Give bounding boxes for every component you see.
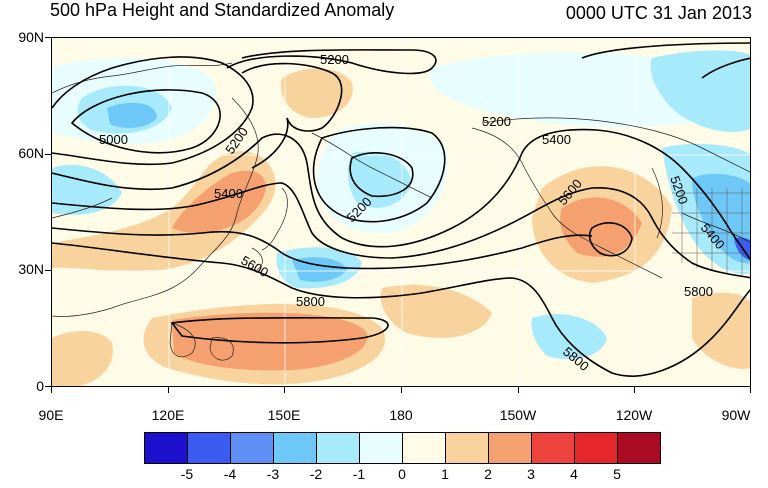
colorbar-swatch xyxy=(402,432,446,464)
colorbar-swatch xyxy=(273,432,317,464)
colorbar-swatch xyxy=(488,432,532,464)
contour-label: 5200 xyxy=(482,114,511,129)
lon-tick xyxy=(284,387,285,393)
lat-label: 60N xyxy=(18,145,44,161)
lat-tick xyxy=(45,270,51,271)
anomaly-positive-region xyxy=(172,170,266,233)
colorbar-swatch xyxy=(617,432,661,464)
lon-label: 180 xyxy=(389,407,413,423)
contour-label: 5400 xyxy=(214,186,243,201)
colorbar xyxy=(144,432,661,466)
anomaly-positive-region xyxy=(380,284,492,338)
lon-tick xyxy=(634,387,635,393)
colorbar-label: -3 xyxy=(266,466,280,482)
lon-label: 90W xyxy=(721,407,751,423)
contour-label: 5000 xyxy=(99,132,128,147)
colorbar-swatch xyxy=(187,432,231,464)
colorbar-label: -1 xyxy=(352,466,366,482)
anomaly-positive-region xyxy=(692,292,750,369)
anomaly-negative-region xyxy=(650,50,750,132)
lon-tick xyxy=(518,387,519,393)
colorbar-swatch xyxy=(316,432,360,464)
coastlines xyxy=(52,62,750,361)
map-panel: 5000 5200 5200 5200 5200 5200 5400 5400 … xyxy=(51,37,751,387)
lon-tick xyxy=(51,387,52,393)
colorbar-label: 1 xyxy=(441,466,449,482)
colorbar-label: 3 xyxy=(527,466,535,482)
anomaly-negative-region xyxy=(292,257,347,282)
colorbar-swatch xyxy=(531,432,575,464)
anomaly-positive-region xyxy=(52,331,113,386)
anomaly-negative-region xyxy=(107,102,157,128)
colorbar-label: -4 xyxy=(223,466,237,482)
colorbar-swatch xyxy=(445,432,489,464)
anomaly-positive-region xyxy=(172,312,368,371)
lon-label: 120E xyxy=(151,407,185,423)
lon-label: 150W xyxy=(499,407,537,423)
colorbar-swatch xyxy=(574,432,618,464)
anomaly-positive-region xyxy=(281,68,353,118)
colorbar-swatch xyxy=(230,432,274,464)
anomaly-negative-region xyxy=(531,314,607,359)
colorbar-label: 2 xyxy=(484,466,492,482)
lon-label: 90E xyxy=(38,407,64,423)
contour-label: 5800 xyxy=(684,284,713,299)
colorbar-label: -2 xyxy=(309,466,323,482)
lat-tick xyxy=(45,37,51,38)
height-contours xyxy=(52,42,750,377)
colorbar-label: 0 xyxy=(398,466,406,482)
lon-tick xyxy=(168,387,169,393)
lon-tick xyxy=(401,387,402,393)
colorbar-label: 5 xyxy=(613,466,621,482)
colorbar-label: -5 xyxy=(180,466,194,482)
anomaly-map: 5000 5200 5200 5200 5200 5200 5400 5400 … xyxy=(52,38,750,386)
lon-tick xyxy=(750,387,751,393)
lat-label: 90N xyxy=(18,29,44,45)
chart-title: 500 hPa Height and Standardized Anomaly xyxy=(50,0,395,20)
lon-label: 150E xyxy=(267,407,301,423)
lat-label: 30N xyxy=(18,261,44,277)
colorbar-swatch xyxy=(359,432,403,464)
lon-label: 120W xyxy=(615,407,653,423)
graticule xyxy=(52,38,750,386)
contour-label: 5200 xyxy=(320,52,349,67)
datetime-label: 0000 UTC 31 Jan 2013 xyxy=(565,3,752,23)
colorbar-label: 4 xyxy=(570,466,578,482)
contour-label: 5400 xyxy=(542,132,571,147)
colorbar-swatch xyxy=(144,432,188,464)
lat-tick xyxy=(45,386,51,387)
contour-label: 5800 xyxy=(296,294,325,309)
lat-label: 0 xyxy=(36,378,44,394)
anomaly-positive-region xyxy=(560,197,642,257)
lat-tick xyxy=(45,154,51,155)
state-boundaries xyxy=(672,188,750,276)
